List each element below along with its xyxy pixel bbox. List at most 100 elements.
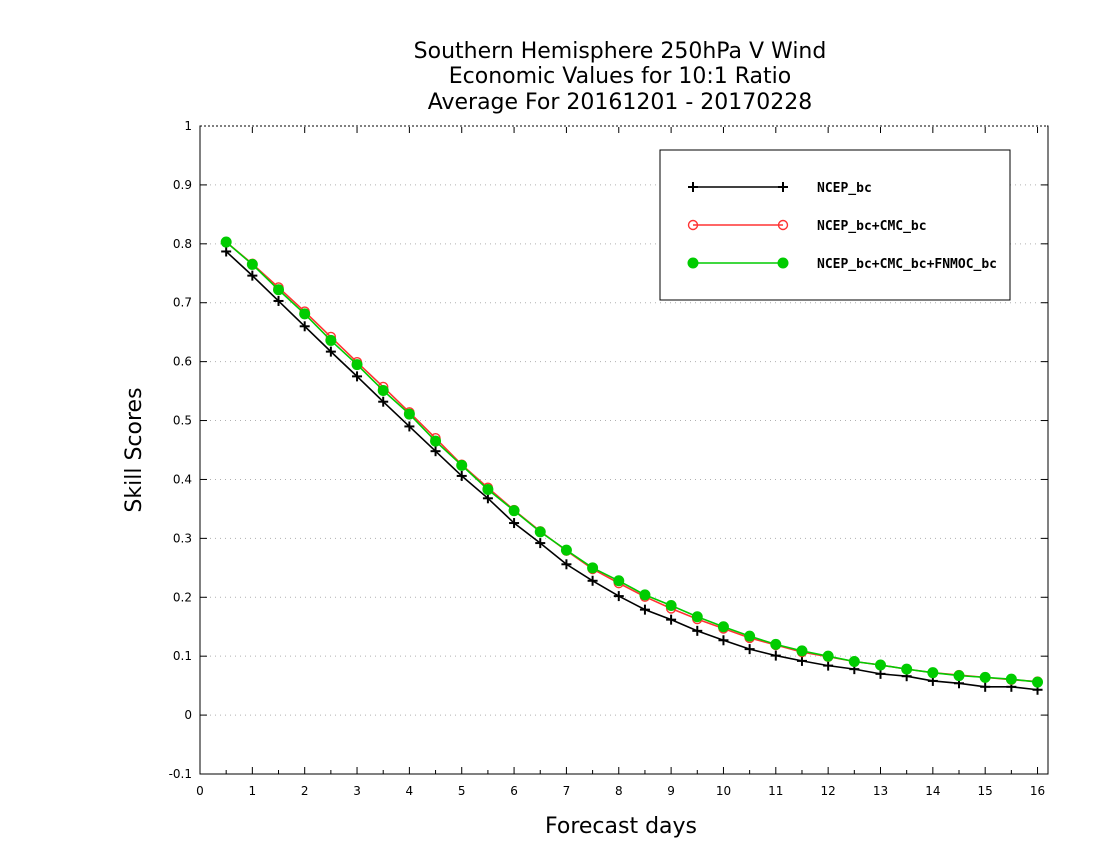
series-2-point-25 — [874, 659, 886, 671]
legend: NCEP_bc NCEP_bc+CMC_bc NCEP_bc+CMC_bc+FNMO… — [659, 149, 1011, 301]
x-tick-label-7: 7 — [563, 784, 571, 798]
series-0-point-16 — [639, 604, 650, 615]
series-line-1 — [225, 241, 1038, 683]
series-2-point-15 — [613, 575, 625, 587]
series-0-point-0 — [221, 246, 232, 257]
series-2 — [220, 236, 1044, 688]
x-tick-label-5: 5 — [458, 784, 466, 798]
legend-marker-start-2 — [687, 257, 699, 269]
series-0-point-8 — [430, 446, 441, 457]
y-tick-label-9: 0.8 — [173, 237, 192, 251]
legend-marker-start-1 — [687, 219, 699, 231]
series-0-point-15 — [613, 591, 624, 602]
y-tick-label-3: 0.2 — [173, 590, 192, 604]
x-axis-label: Forecast days — [545, 814, 697, 839]
series-0-point-21 — [770, 650, 781, 661]
series-0-point-2 — [273, 295, 284, 306]
series-2-point-20 — [744, 630, 756, 642]
y-tick-label-6: 0.5 — [173, 414, 192, 428]
series-2-point-6 — [377, 385, 389, 397]
series-2-point-17 — [665, 600, 677, 612]
series-0-point-22 — [796, 655, 807, 666]
legend-label-0: NCEP_bc — [817, 181, 872, 196]
series-2-point-2 — [273, 284, 285, 296]
series-2-point-21 — [770, 638, 782, 650]
title-line-1: Southern Hemisphere 250hPa V Wind — [414, 39, 827, 64]
series-0-point-4 — [325, 346, 336, 357]
y-axis-label: Skill Scores — [122, 387, 147, 512]
series-2-point-0 — [220, 236, 232, 248]
series-2-point-19 — [717, 621, 729, 633]
x-tick-label-10: 10 — [716, 784, 731, 798]
series-0-point-14 — [587, 575, 598, 586]
series-2-point-24 — [848, 655, 860, 667]
series-0-point-13 — [561, 559, 572, 570]
series-2-point-31 — [1032, 676, 1044, 688]
legend-marker-end-0 — [778, 182, 788, 192]
series-2-point-13 — [560, 544, 572, 556]
x-tick-label-9: 9 — [667, 784, 675, 798]
y-tick-label-7: 0.6 — [173, 355, 192, 369]
series-2-point-10 — [482, 483, 494, 495]
series-0-point-23 — [823, 660, 834, 671]
series-2-point-12 — [534, 526, 546, 538]
title-line-3: Average For 20161201 - 20170228 — [428, 90, 813, 115]
series-0-point-1 — [247, 270, 258, 281]
series-0-point-10 — [482, 493, 493, 504]
series-0-point-20 — [744, 644, 755, 655]
x-tick-label-4: 4 — [406, 784, 414, 798]
series-0-point-12 — [535, 538, 546, 549]
x-tick-label-8: 8 — [615, 784, 623, 798]
series-2-point-26 — [901, 663, 913, 675]
legend-marker-end-2 — [777, 257, 789, 269]
series-0-point-3 — [299, 321, 310, 332]
legend-label-1: NCEP_bc+CMC_bc — [817, 219, 927, 234]
series-2-point-18 — [691, 611, 703, 623]
series-2-point-30 — [1005, 673, 1017, 685]
y-tick-label-2: 0.1 — [173, 649, 192, 663]
series-2-point-29 — [979, 671, 991, 683]
series-0-point-18 — [692, 625, 703, 636]
series-2-point-23 — [822, 650, 834, 662]
series-line-0 — [225, 250, 1038, 691]
series-0-point-29 — [980, 681, 991, 692]
series-0-point-11 — [509, 518, 520, 529]
series-0-point-25 — [875, 668, 886, 679]
series-0-point-19 — [718, 635, 729, 646]
series-2-point-5 — [351, 359, 363, 371]
x-tick-label-15: 15 — [978, 784, 993, 798]
axis-ticks: -0.100.10.20.30.40.50.60.70.80.910 1 2 3 4 5 6… — [169, 119, 1048, 798]
legend-label-2: NCEP_bc+CMC_bc+FNMOC_bc — [817, 257, 997, 272]
legend-marker-start-0 — [688, 182, 698, 192]
series-2-point-9 — [456, 459, 468, 471]
series-2-point-3 — [299, 308, 311, 320]
series-2-point-7 — [403, 408, 415, 420]
x-tick-label-0: 0 — [196, 784, 204, 798]
y-tick-label-8: 0.7 — [173, 296, 192, 310]
series-line-2 — [225, 241, 1038, 683]
series-2-point-28 — [953, 670, 965, 682]
series-1 — [220, 236, 1043, 687]
chart-title: Southern Hemisphere 250hPa V WindEconomi… — [414, 39, 827, 115]
y-tick-label-1: 0 — [184, 708, 192, 722]
y-tick-label-10: 0.9 — [173, 178, 192, 192]
x-tick-label-3: 3 — [353, 784, 361, 798]
x-tick-label-1: 1 — [249, 784, 257, 798]
series-2-point-4 — [325, 334, 337, 346]
x-tick-label-14: 14 — [925, 784, 940, 798]
series-0-point-6 — [378, 396, 389, 407]
series-0-point-7 — [404, 421, 415, 432]
legend-marker-end-1 — [777, 219, 789, 231]
x-tick-label-11: 11 — [768, 784, 783, 798]
series-0-point-9 — [456, 470, 467, 481]
series-0-point-17 — [666, 614, 677, 625]
series-2-point-16 — [639, 589, 651, 601]
x-tick-label-16: 16 — [1030, 784, 1045, 798]
series-2-point-27 — [927, 667, 939, 679]
y-tick-label-11: 1 — [184, 119, 192, 133]
y-tick-label-5: 0.4 — [173, 472, 192, 486]
series-2-point-22 — [796, 645, 808, 657]
title-line-2: Economic Values for 10:1 Ratio — [449, 64, 791, 89]
series-2-point-14 — [587, 562, 599, 574]
